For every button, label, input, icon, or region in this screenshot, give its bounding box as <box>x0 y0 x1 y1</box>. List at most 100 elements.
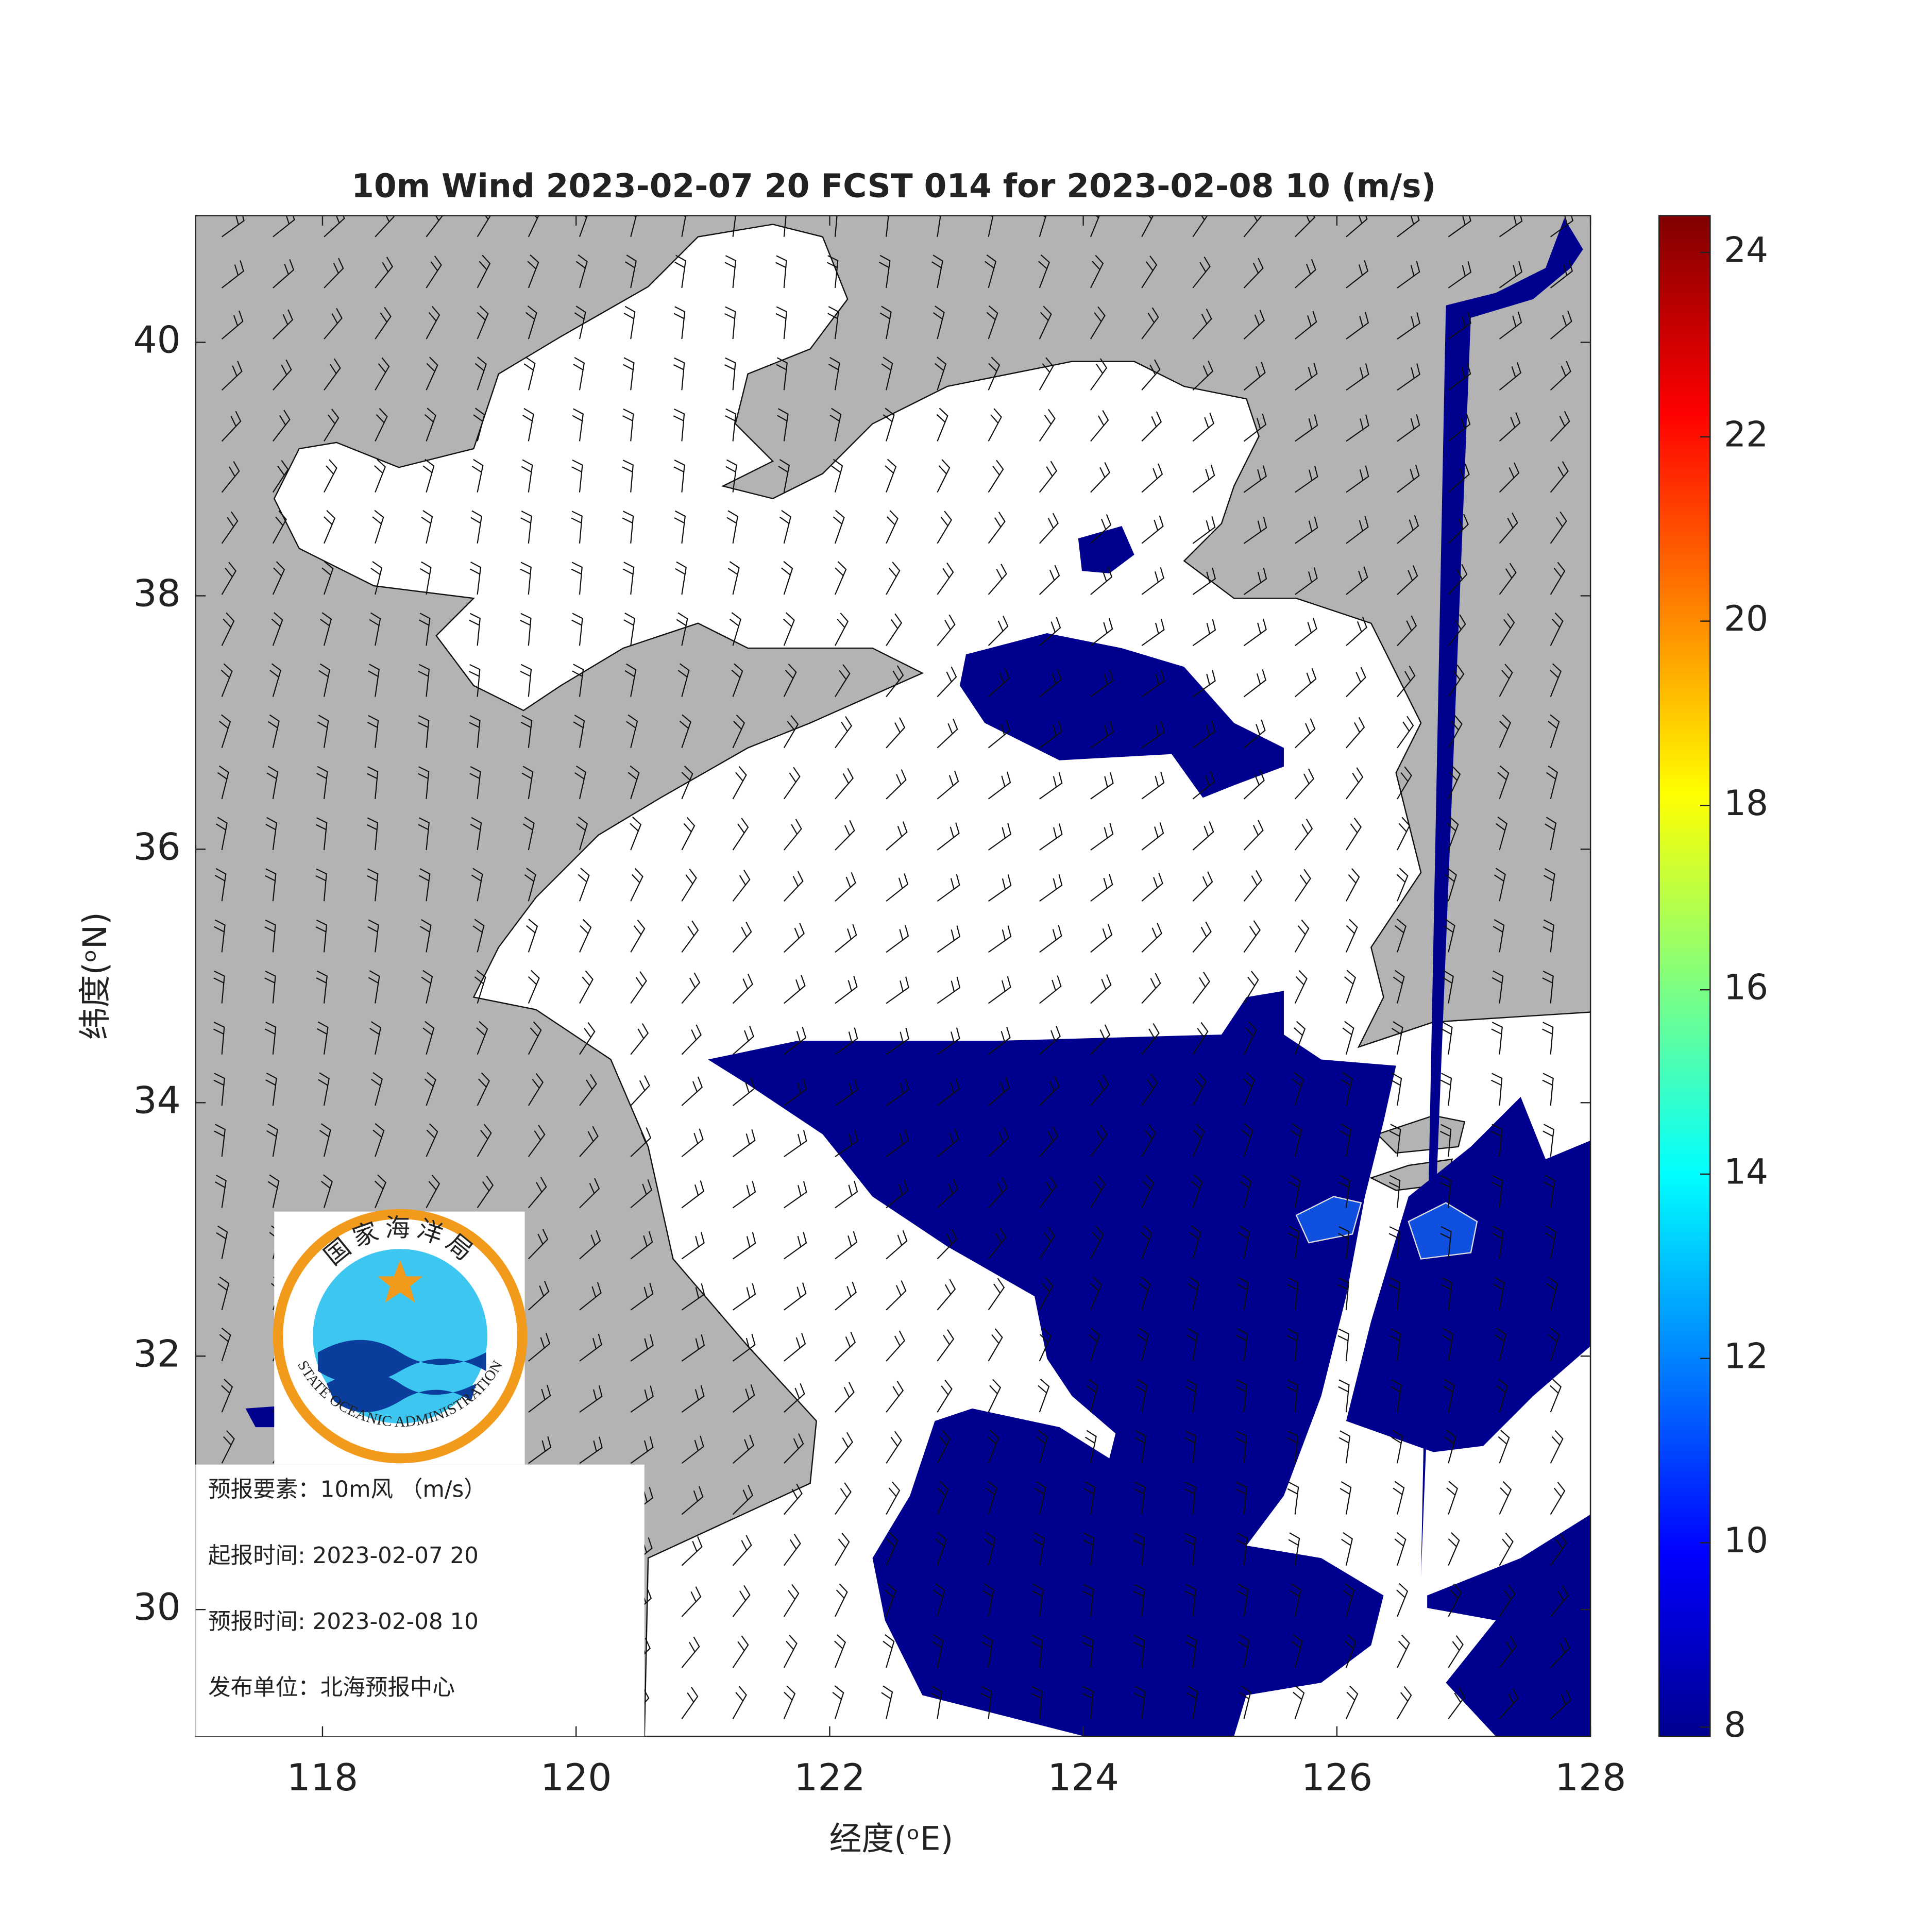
wind-barb <box>1291 1634 1303 1668</box>
wind-barb <box>1090 1074 1109 1106</box>
wind-barb <box>528 1073 544 1106</box>
wind-barb <box>1495 816 1507 851</box>
wind-barb <box>477 215 492 238</box>
wind-barb <box>1090 462 1111 493</box>
wind-barb <box>1243 1072 1256 1106</box>
wind-barb <box>1090 873 1113 902</box>
wind-barb <box>1185 1379 1197 1413</box>
wind-barb <box>221 1379 233 1413</box>
wind-barb <box>1141 670 1165 698</box>
wind-barb <box>988 512 1006 544</box>
wind-barb <box>1241 1123 1253 1157</box>
wind-barb <box>630 919 646 953</box>
wind-area <box>1346 1097 1591 1452</box>
wind-barb <box>571 562 583 595</box>
wind-barb <box>221 1430 235 1464</box>
wind-barb <box>732 215 736 237</box>
wind-barb <box>417 715 430 748</box>
wind-barb <box>884 1583 896 1617</box>
wind-barb <box>937 770 959 800</box>
wind-barb <box>883 1634 895 1668</box>
wind-barb <box>630 1334 654 1362</box>
wind-barb <box>1192 567 1216 595</box>
wind-barb <box>1243 618 1267 647</box>
wind-barb <box>1448 514 1469 544</box>
wind-barb <box>316 970 328 1004</box>
wind-barb <box>375 257 394 289</box>
wind-barb <box>1189 1225 1201 1259</box>
colorbar-tick-label: 16 <box>1724 967 1768 1008</box>
wind-barb <box>1546 765 1558 800</box>
wind-barb <box>1295 618 1317 647</box>
wind-barb <box>1346 363 1369 391</box>
wind-barb <box>1337 1226 1350 1259</box>
wind-barb <box>1494 1328 1506 1362</box>
wind-barb <box>472 919 485 953</box>
wind-barb <box>1192 670 1216 698</box>
wind-barb <box>1397 515 1419 544</box>
wind-barb <box>1397 215 1420 238</box>
y-tick-label: 32 <box>133 1332 180 1376</box>
wind-barb <box>1544 868 1555 902</box>
wind-barb <box>521 459 533 493</box>
wind-barb <box>777 408 789 442</box>
wind-barb <box>417 766 430 799</box>
wind-barb <box>937 1078 960 1106</box>
wind-barb <box>835 664 851 697</box>
wind-barb <box>886 976 909 1004</box>
wind-barb <box>1090 566 1113 595</box>
wind-barb <box>1345 1685 1359 1719</box>
info-line: 发布单位：北海预报中心 <box>208 1675 455 1701</box>
map-title: 10m Wind 2023-02-07 20 FCST 014 for 2023… <box>351 167 1436 205</box>
wind-barb <box>835 1331 856 1362</box>
wind-barb <box>1499 311 1522 340</box>
wind-barb <box>935 1532 947 1566</box>
wind-barb <box>1499 714 1512 749</box>
wind-barb <box>1346 465 1369 493</box>
wind-barb <box>784 1383 805 1413</box>
wind-barb <box>1549 663 1562 697</box>
wind-barb <box>630 1179 653 1209</box>
wind-barb <box>1141 215 1154 238</box>
wind-barb <box>778 459 790 493</box>
wind-barb <box>522 408 534 442</box>
wind-barb <box>1344 1634 1357 1668</box>
wind-barb <box>987 1430 999 1464</box>
wind-barb <box>1192 412 1214 442</box>
wind-barb <box>1550 612 1564 646</box>
wind-barb <box>1039 975 1062 1004</box>
wind-barb <box>422 459 435 493</box>
y-tick-label: 30 <box>133 1586 180 1629</box>
wind-barb <box>369 1021 382 1055</box>
wind-barb <box>1039 306 1052 340</box>
wind-area <box>1427 1514 1591 1737</box>
wind-barb <box>937 925 961 953</box>
wind-barb <box>265 868 277 902</box>
wind-barb <box>886 717 906 749</box>
wind-barb <box>1550 361 1571 391</box>
wind-barb <box>520 511 532 544</box>
wind-barb <box>1545 817 1557 851</box>
wind-barb <box>368 970 380 1004</box>
wind-barb <box>375 357 390 391</box>
wind-barb <box>1184 1533 1196 1566</box>
wind-barb <box>630 817 642 851</box>
wind-barb <box>526 919 538 953</box>
wind-barb <box>579 1385 603 1413</box>
wind-area <box>1078 526 1134 573</box>
wind-barb <box>1192 308 1212 340</box>
wind-barb <box>216 1225 228 1259</box>
wind-barb <box>418 613 431 646</box>
wind-barb <box>878 255 891 289</box>
wind-barb <box>835 1482 852 1515</box>
wind-barb <box>675 561 687 595</box>
wind-barb <box>366 766 379 799</box>
wind-barb <box>1493 919 1505 953</box>
wind-barb <box>1185 1635 1197 1668</box>
wind-barb <box>623 306 636 340</box>
wind-barb <box>1446 1481 1459 1515</box>
wind-barb <box>1082 1532 1095 1566</box>
wind-barb <box>1084 1430 1097 1464</box>
wind-barb <box>1192 821 1214 851</box>
wind-barb <box>834 1583 848 1617</box>
